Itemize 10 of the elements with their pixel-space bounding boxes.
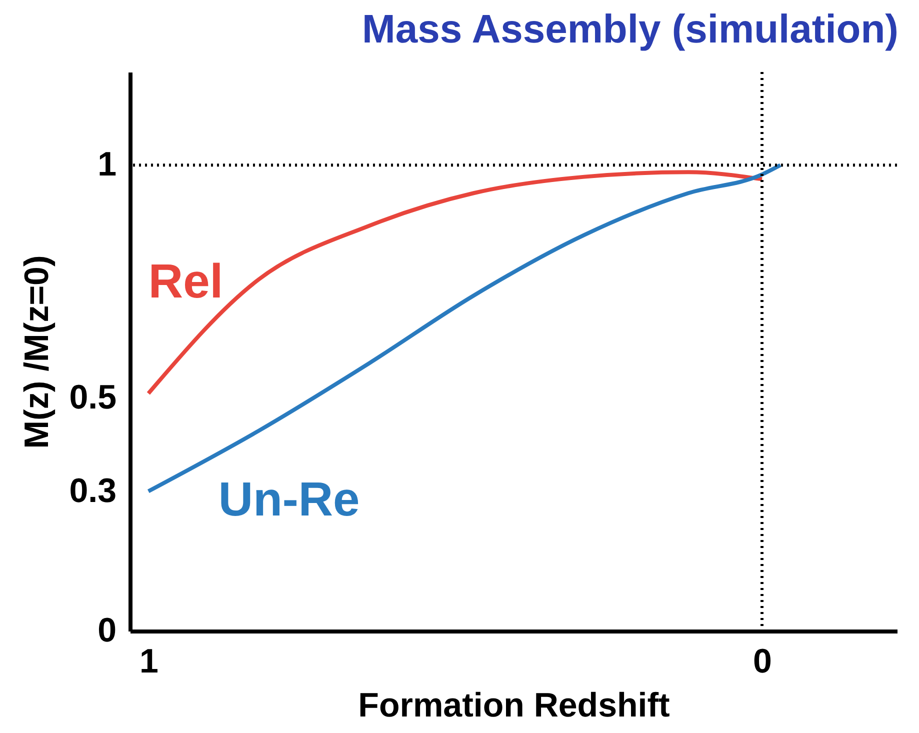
- line-series: [146, 170, 764, 396]
- y-tick-label: 1: [98, 146, 116, 184]
- y-axis-title: M(z) /M(z=0): [18, 255, 56, 449]
- series-label: Rel: [148, 255, 224, 308]
- y-tick-label: 0.5: [69, 378, 116, 417]
- series-label: Un-Re: [218, 473, 360, 526]
- chart-title: Mass Assembly (simulation): [362, 8, 898, 52]
- x-axis-title: Formation Redshift: [358, 686, 670, 724]
- y-tick-label: 0: [98, 612, 116, 650]
- y-tick-label: 0.3: [69, 472, 116, 510]
